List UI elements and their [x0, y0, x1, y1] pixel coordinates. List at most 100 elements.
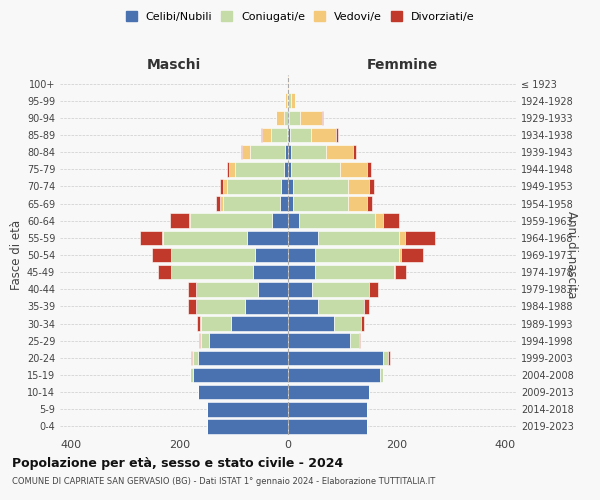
Bar — [199, 350, 288, 365]
Bar — [247, 230, 288, 245]
Bar — [285, 94, 287, 108]
Bar — [288, 94, 291, 108]
Bar — [367, 196, 372, 211]
Text: COMUNE DI CAPRIATE SAN GERVASIO (BG) - Dati ISTAT 1° gennaio 2024 - Elaborazione: COMUNE DI CAPRIATE SAN GERVASIO (BG) - D… — [12, 478, 435, 486]
Bar — [227, 162, 229, 176]
Bar — [158, 265, 171, 280]
Bar — [245, 299, 288, 314]
Bar — [200, 316, 201, 331]
Bar — [193, 350, 199, 365]
Bar — [380, 368, 383, 382]
Bar — [299, 214, 375, 228]
Bar — [188, 282, 196, 296]
Bar — [399, 248, 401, 262]
Legend: Celibi/Nubili, Coniugati/e, Vedovi/e, Divorziati/e: Celibi/Nubili, Coniugati/e, Vedovi/e, Di… — [122, 8, 478, 25]
Bar — [288, 214, 299, 228]
Text: Maschi: Maschi — [147, 58, 201, 71]
Bar — [405, 230, 434, 245]
Bar — [288, 368, 380, 382]
Bar — [289, 110, 300, 125]
Bar — [287, 94, 288, 108]
Bar — [196, 282, 258, 296]
Bar — [388, 350, 389, 365]
Bar — [288, 350, 383, 365]
Bar — [340, 162, 367, 176]
Bar — [288, 282, 313, 296]
Bar — [300, 110, 322, 125]
Bar — [197, 316, 200, 331]
Bar — [201, 316, 231, 331]
Bar — [370, 282, 377, 296]
Bar — [262, 128, 271, 142]
Bar — [161, 230, 163, 245]
Bar — [281, 179, 288, 194]
Bar — [288, 145, 291, 160]
Y-axis label: Anni di nascita: Anni di nascita — [565, 212, 578, 298]
Bar — [190, 368, 193, 382]
Bar — [290, 128, 311, 142]
Bar — [241, 145, 242, 160]
Bar — [288, 385, 370, 400]
Bar — [336, 128, 338, 142]
Bar — [152, 248, 171, 262]
Bar — [375, 214, 383, 228]
Bar — [288, 419, 367, 434]
Bar — [311, 128, 336, 142]
Bar — [200, 334, 201, 348]
Bar — [367, 162, 371, 176]
Bar — [288, 265, 315, 280]
Bar — [315, 248, 399, 262]
Bar — [223, 179, 227, 194]
Bar — [401, 248, 422, 262]
Bar — [171, 265, 253, 280]
Bar — [229, 162, 235, 176]
Bar — [322, 110, 323, 125]
Bar — [285, 145, 288, 160]
Bar — [271, 128, 287, 142]
Bar — [350, 334, 359, 348]
Bar — [288, 196, 293, 211]
Bar — [242, 145, 250, 160]
Bar — [353, 145, 356, 160]
Bar — [191, 350, 192, 365]
Bar — [288, 334, 350, 348]
Bar — [288, 128, 290, 142]
Bar — [288, 110, 289, 125]
Bar — [288, 162, 291, 176]
Bar — [334, 316, 361, 331]
Bar — [326, 145, 353, 160]
Text: Popolazione per età, sesso e stato civile - 2024: Popolazione per età, sesso e stato civil… — [12, 458, 343, 470]
Bar — [209, 334, 288, 348]
Bar — [284, 162, 288, 176]
Bar — [170, 214, 189, 228]
Bar — [220, 196, 223, 211]
Bar — [206, 402, 288, 416]
Bar — [227, 179, 281, 194]
Bar — [313, 282, 370, 296]
Bar — [291, 162, 340, 176]
Bar — [275, 110, 284, 125]
Bar — [348, 196, 367, 211]
Bar — [250, 145, 285, 160]
Bar — [188, 299, 196, 314]
Bar — [293, 196, 348, 211]
Bar — [163, 230, 247, 245]
Bar — [395, 265, 406, 280]
Bar — [231, 316, 288, 331]
Bar — [199, 334, 200, 348]
Bar — [291, 145, 326, 160]
Bar — [193, 368, 288, 382]
Bar — [196, 299, 245, 314]
Bar — [206, 419, 288, 434]
Bar — [272, 214, 288, 228]
Bar — [223, 196, 280, 211]
Bar — [318, 230, 399, 245]
Bar — [288, 76, 289, 91]
Text: Femmine: Femmine — [367, 58, 437, 71]
Bar — [199, 385, 288, 400]
Bar — [280, 196, 288, 211]
Bar — [348, 179, 370, 194]
Bar — [288, 316, 334, 331]
Bar — [140, 230, 161, 245]
Bar — [288, 179, 293, 194]
